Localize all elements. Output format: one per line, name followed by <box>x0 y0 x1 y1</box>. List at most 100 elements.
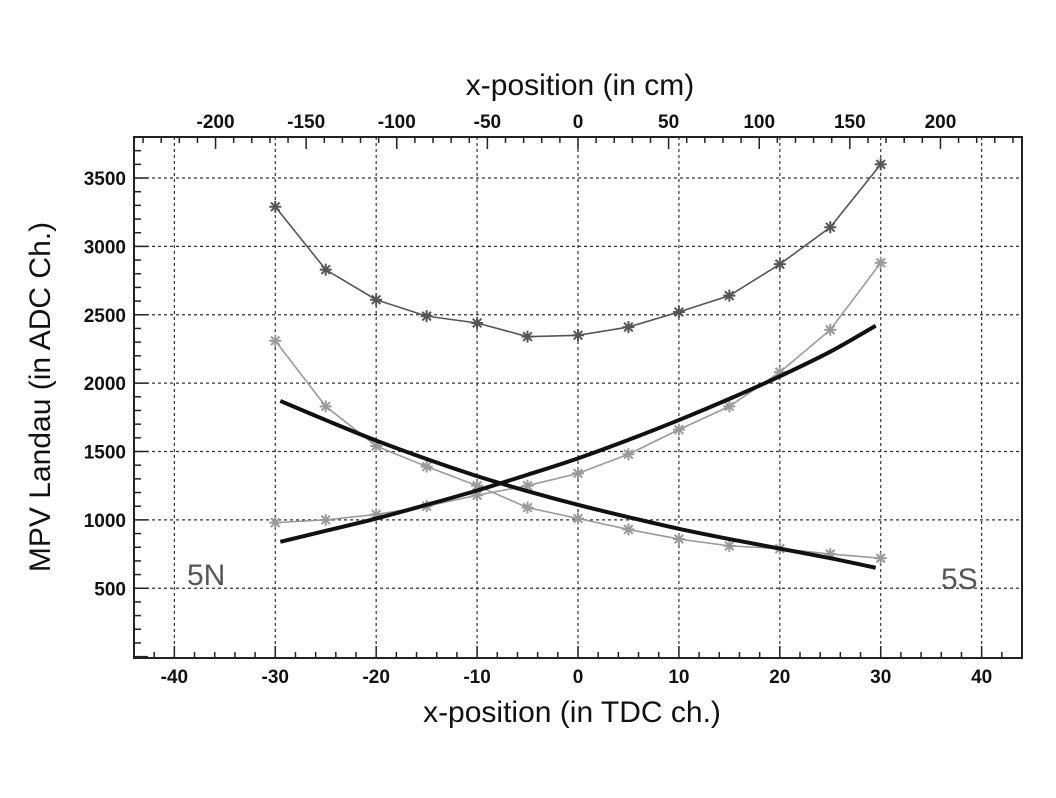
marker-stroke <box>472 317 483 329</box>
x-tick-label: 0 <box>573 667 584 688</box>
data-point-marker <box>269 200 282 213</box>
y-tick-label: 2500 <box>84 306 126 327</box>
data-point-marker <box>874 256 887 269</box>
marker-stroke <box>724 401 735 412</box>
grid-layer <box>134 137 1022 658</box>
data-point-marker <box>572 512 584 525</box>
marker-stroke <box>572 513 584 524</box>
x2-tick-label: 150 <box>834 112 866 133</box>
data-point-marker <box>773 258 786 271</box>
annotation-5s: 5S <box>941 563 978 596</box>
data-point-marker <box>521 501 534 514</box>
x-tick-label: 20 <box>769 667 790 688</box>
x-axis-title: x-position (in TDC ch.) <box>423 696 721 729</box>
data-point-marker <box>521 330 534 343</box>
x-tick-label: 10 <box>668 667 689 688</box>
marker-stroke <box>774 367 785 378</box>
y-tick-label: 3000 <box>84 237 126 258</box>
marker-stroke <box>623 449 634 460</box>
marker-stroke <box>623 524 634 535</box>
data-point-marker <box>672 423 685 436</box>
y-tick-label: 1000 <box>84 511 126 532</box>
y-tick-label: 2000 <box>84 374 126 395</box>
marker-stroke <box>875 159 886 170</box>
data-point-marker <box>622 448 635 461</box>
marker-stroke <box>371 294 382 305</box>
data-point-marker <box>874 552 887 565</box>
fit-curve-line <box>279 399 877 570</box>
data-point-marker <box>723 289 736 302</box>
marker-stroke <box>825 222 836 233</box>
y-axis-title: MPV Landau (in ADC Ch.) <box>24 222 57 572</box>
data-point-marker <box>319 400 332 413</box>
marker-stroke <box>522 331 533 342</box>
marker-stroke <box>572 468 584 479</box>
marker-stroke <box>875 553 886 564</box>
marker-stroke <box>623 322 634 333</box>
data-point-marker <box>874 158 887 171</box>
data-point-marker <box>572 329 584 342</box>
marker-stroke <box>270 335 281 346</box>
x2-tick-label: 100 <box>743 112 775 133</box>
x-tick-label: -10 <box>463 667 490 688</box>
data-point-marker <box>319 263 332 276</box>
marker-stroke <box>724 290 735 301</box>
data-point-marker <box>622 523 635 536</box>
x-tick-label: -40 <box>161 667 188 688</box>
axis-layer: -40 -30 -20 -10 0 10 20 30 40-200 -150 -100 -50 0 50 1… <box>84 112 1023 688</box>
series-line <box>274 163 882 338</box>
x2-tick-label: -50 <box>474 112 501 133</box>
data-point-marker <box>319 513 332 526</box>
data-point-marker <box>420 310 433 323</box>
y-tick-label: 3500 <box>84 169 126 190</box>
x2-axis-title: x-position (in cm) <box>466 69 694 102</box>
marker-stroke <box>774 259 785 270</box>
marker-stroke <box>673 307 684 318</box>
x2-tick-label: -100 <box>378 112 416 133</box>
x2-tick-label: -150 <box>287 112 325 133</box>
x2-tick-label: 200 <box>925 112 957 133</box>
marker-stroke <box>320 264 331 275</box>
data-point-marker <box>471 316 484 329</box>
data-point-marker <box>572 467 584 480</box>
y-tick-label: 1500 <box>84 443 126 464</box>
marker-stroke <box>673 424 684 435</box>
data-point-marker <box>269 516 282 529</box>
label-layer: x-position (in cm) x-position (in TDC ch… <box>24 69 978 729</box>
marker-stroke <box>270 517 281 528</box>
x-tick-label: 30 <box>870 667 891 688</box>
marker-stroke <box>875 257 886 268</box>
marker-stroke <box>270 201 281 212</box>
data-point-marker <box>824 221 837 234</box>
fit-curve-line <box>279 323 877 544</box>
data-point-marker <box>824 323 837 336</box>
data-point-marker <box>723 400 736 413</box>
data-point-marker <box>370 293 383 306</box>
data-point-marker <box>471 489 484 502</box>
marker-stroke <box>825 324 836 335</box>
data-point-marker <box>269 334 282 347</box>
marker-stroke <box>572 330 584 341</box>
marker-stroke <box>724 540 735 551</box>
x2-tick-label: 50 <box>658 112 679 133</box>
x-tick-label: -30 <box>262 667 289 688</box>
data-point-marker <box>672 306 685 319</box>
data-point-marker <box>672 533 685 546</box>
annotation-5n: 5N <box>187 559 225 592</box>
marker-stroke <box>421 311 432 322</box>
x2-tick-label: 0 <box>573 112 584 133</box>
data-point-marker <box>723 539 736 552</box>
marker-stroke <box>673 534 684 545</box>
marker-stroke <box>472 480 483 491</box>
marker-stroke <box>320 401 331 412</box>
x-tick-label: 40 <box>971 667 992 688</box>
marker-stroke <box>320 514 331 525</box>
data-point-marker <box>420 460 433 473</box>
series-layer <box>269 158 887 570</box>
marker-stroke <box>472 490 483 501</box>
data-point-marker <box>622 321 635 334</box>
x-tick-label: -20 <box>362 667 389 688</box>
y-tick-label: 500 <box>94 579 126 600</box>
